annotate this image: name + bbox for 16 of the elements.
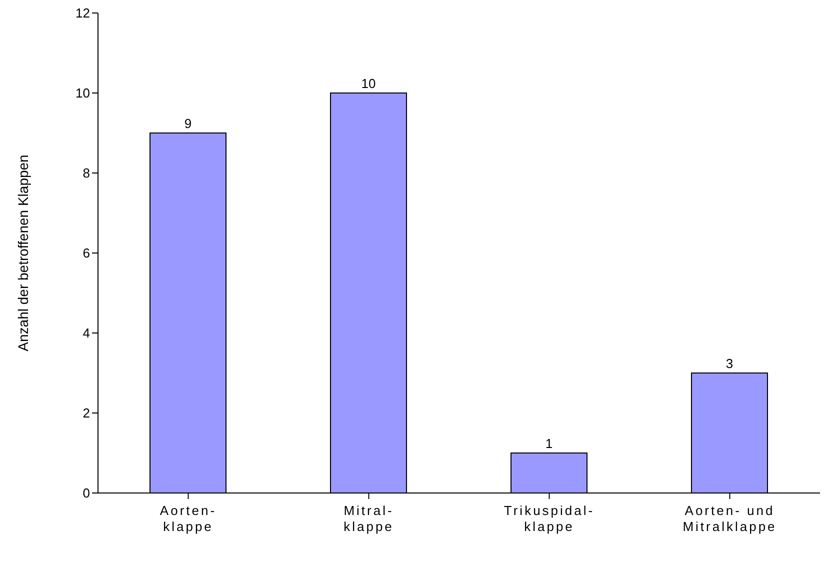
data-label: 3: [726, 356, 734, 371]
y-tick-label: 2: [82, 406, 90, 421]
y-axis-title: Anzahl der betroffenen Klappen: [14, 154, 31, 352]
y-tick-label: 4: [82, 326, 90, 341]
x-tick-label: Aorten- klappe: [160, 503, 217, 534]
y-tick-label: 10: [76, 86, 90, 101]
y-tick-label: 0: [82, 486, 90, 501]
data-label: 1: [545, 436, 553, 451]
x-tick-label: Aorten- und Mitralklappe: [682, 503, 777, 534]
data-label: 10: [361, 76, 376, 91]
x-tick-label: Mitral- klappe: [344, 503, 394, 534]
data-label: 9: [184, 116, 192, 131]
y-tick-label: 12: [76, 6, 90, 21]
y-tick-label: 6: [82, 246, 90, 261]
y-tick-label: 8: [82, 166, 90, 181]
x-tick-label: Trikuspidal- klappe: [504, 503, 595, 534]
